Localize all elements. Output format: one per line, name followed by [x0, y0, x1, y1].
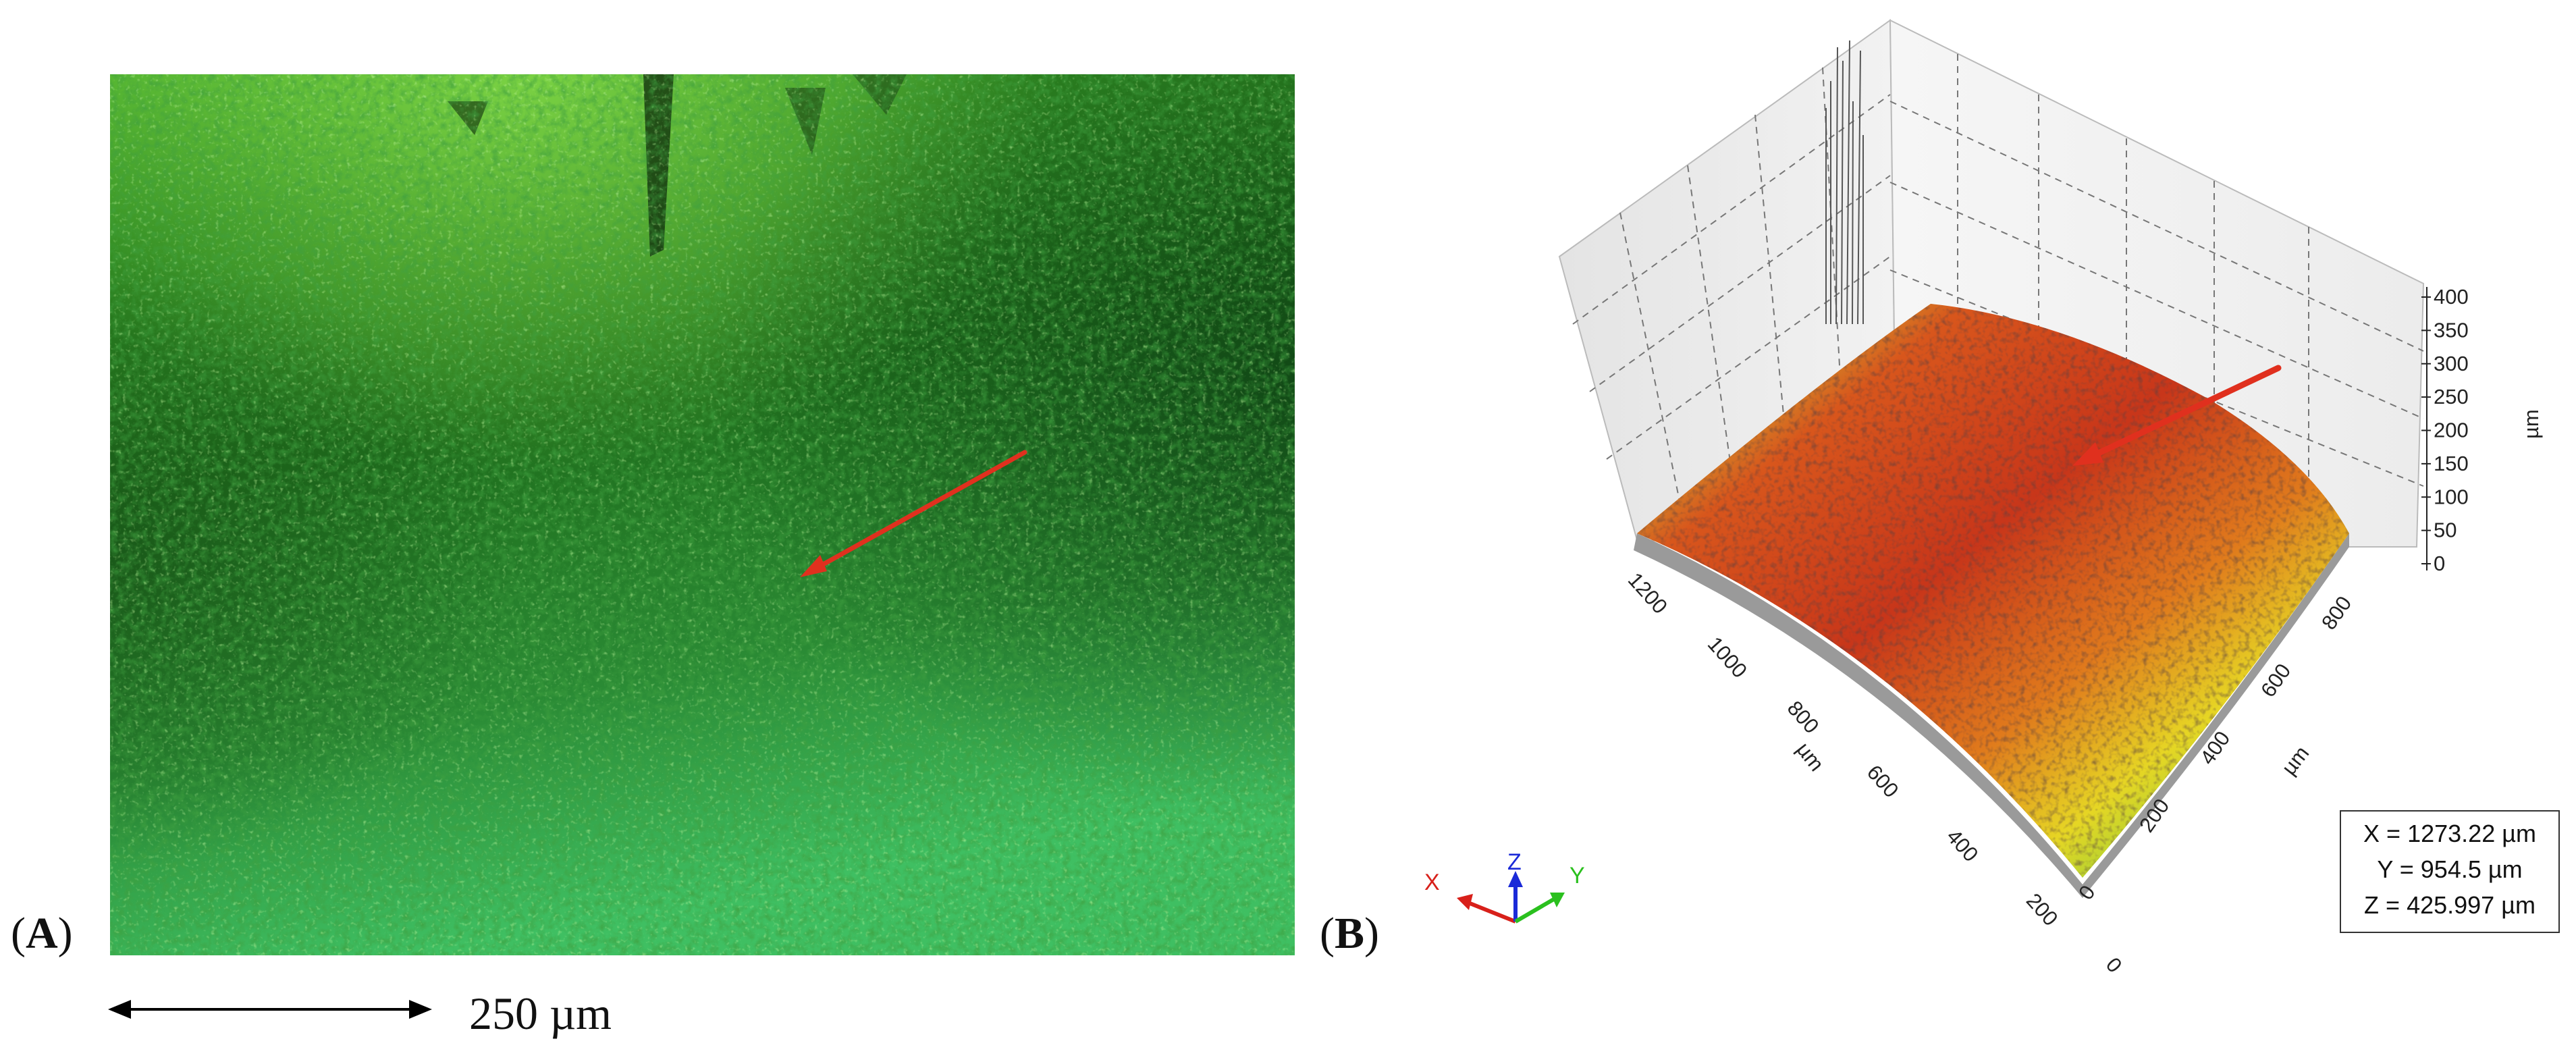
readout-y: Y = 954.5 µm	[2377, 855, 2523, 883]
panel-a-label-open: (	[11, 909, 26, 958]
x-axis-tick-label: 0	[2101, 953, 2127, 977]
y-axis-tick-label: 800	[2317, 592, 2356, 634]
panel-a-label-close: )	[57, 909, 73, 958]
z-axis-tick-label: 200	[2434, 419, 2469, 442]
confocal-microscope-image	[110, 74, 1295, 955]
scale-bar	[108, 996, 432, 1023]
z-axis-tick-label: 350	[2434, 318, 2469, 342]
panel-a-label-letter: A	[25, 909, 58, 958]
triad-z-label: Z	[1507, 851, 1522, 875]
panel-a-arrow	[800, 450, 1027, 577]
axis-triad-icon: X Z Y	[1418, 849, 1620, 938]
x-axis-tick-label: 200	[2022, 888, 2063, 930]
z-axis-tick-label: 0	[2434, 552, 2445, 575]
x-axis-tick-label: 1000	[1703, 632, 1752, 683]
readout-z: Z = 425.997 µm	[2364, 891, 2535, 919]
panel-b-label-close: )	[1364, 909, 1379, 958]
surface-3d-plot: 400 350 300 250 200 150 100 50 0 µm 1200 1000 800 6…	[1404, 0, 2576, 1059]
x-axis-tick-label: 1200	[1624, 568, 1672, 618]
panel-b-label-open: (	[1320, 909, 1335, 958]
triad-x-label: X	[1424, 870, 1440, 895]
z-axis-unit: µm	[2519, 409, 2543, 439]
z-axis-ticks: 400 350 300 250 200 150 100 50 0	[2421, 285, 2469, 575]
x-axis-tick-label: 800	[1783, 696, 1824, 738]
panel-b-label-letter: B	[1334, 909, 1365, 958]
surface-spikes	[1825, 40, 1864, 325]
panel-b-label: (B)	[1320, 908, 1379, 959]
scale-bar-label: 250 µm	[469, 988, 612, 1039]
panel-a-label: (A)	[11, 908, 73, 959]
triad-y-label: Y	[1569, 863, 1585, 888]
x-axis-tick-label: 600	[1862, 760, 1904, 802]
z-axis-tick-label: 250	[2434, 385, 2469, 408]
panel-b-arrow	[2072, 365, 2282, 466]
z-axis-tick-label: 150	[2434, 452, 2469, 475]
z-axis-tick-label: 50	[2434, 519, 2457, 542]
x-axis-unit: µm	[1792, 738, 1828, 776]
z-axis-tick-label: 300	[2434, 352, 2469, 375]
z-axis-tick-label: 100	[2434, 485, 2469, 508]
y-axis-unit: µm	[2277, 741, 2313, 779]
z-axis-tick-label: 400	[2434, 285, 2469, 309]
x-axis-tick-label: 400	[1942, 824, 1983, 866]
coordinate-readout: X = 1273.22 µm Y = 954.5 µm Z = 425.997 …	[2340, 810, 2560, 933]
readout-x: X = 1273.22 µm	[2363, 820, 2536, 847]
